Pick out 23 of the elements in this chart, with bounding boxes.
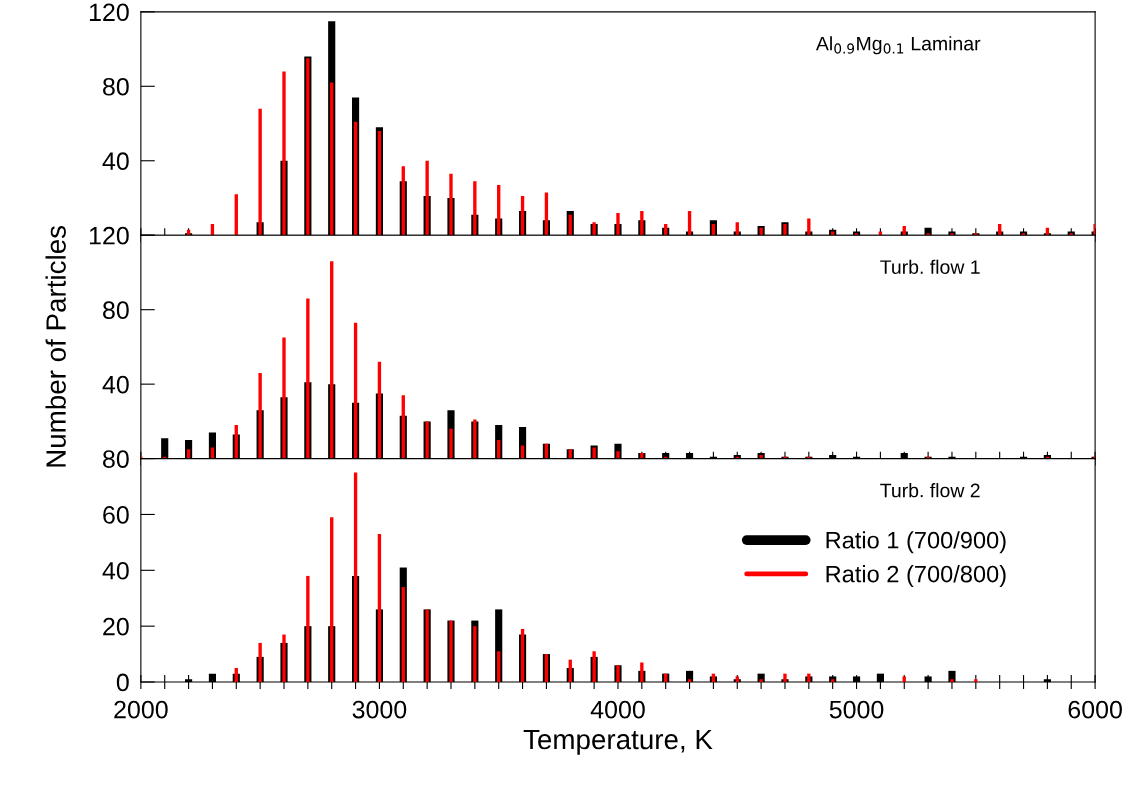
annotation: Al$_{0.9}$Mg$_{0.1}$ Laminar bbox=[815, 36, 981, 55]
y-tick-label: 40 bbox=[102, 152, 129, 171]
y-tick-label: 80 bbox=[103, 301, 129, 319]
y-tick-label: 20 bbox=[103, 617, 129, 636]
y-tick-label: 60 bbox=[103, 506, 129, 524]
x-tick-label: 3000 bbox=[352, 700, 407, 719]
x-axis-title: Temperature, K bbox=[523, 729, 713, 755]
x-tick-label: 2000 bbox=[114, 700, 168, 719]
y-tick-label: 0 bbox=[116, 673, 129, 692]
y-tick-label: 120 bbox=[89, 226, 129, 245]
y-tick-label: 120 bbox=[89, 3, 129, 22]
annotation: Turb. flow 2 bbox=[880, 483, 980, 498]
annotation: Turb. flow 1 bbox=[880, 259, 980, 274]
y-tick-label: 80 bbox=[103, 77, 129, 96]
y-tick-label: 80 bbox=[103, 450, 129, 468]
y-tick-label: 40 bbox=[102, 561, 129, 580]
x-tick-label: 4000 bbox=[590, 700, 645, 719]
y-tick-label: 40 bbox=[102, 375, 129, 394]
x-tick-label: 6000 bbox=[1068, 700, 1122, 719]
legend-label: Ratio 2 (700/800) bbox=[826, 565, 1006, 588]
legend-label: Ratio 1 (700/900) bbox=[826, 531, 1006, 554]
x-tick-label: 5000 bbox=[829, 700, 884, 719]
y-axis-title: Number of Particles bbox=[45, 225, 66, 467]
